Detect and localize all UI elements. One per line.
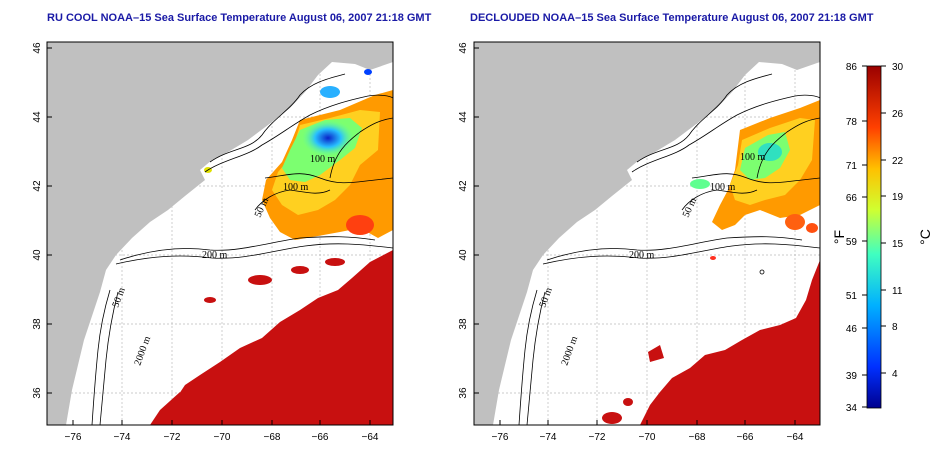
- left-contour-label-100m-south: 100 m: [283, 182, 309, 193]
- right-lon-tick-74: −74: [540, 432, 557, 443]
- right-lat-tick-44: 44: [458, 111, 469, 123]
- right-lon-tick-70: −70: [639, 432, 656, 443]
- left-map-frame: [46, 41, 394, 426]
- colorbar-unit-celsius: °C: [917, 229, 933, 245]
- right-sst-warm-patches: [602, 223, 820, 425]
- colorbar-c-8: 8: [892, 322, 898, 333]
- left-lat-tick-40: 40: [32, 249, 43, 261]
- left-lat-tick-38: 38: [32, 318, 43, 330]
- right-lon-tick-64: −64: [787, 432, 804, 443]
- right-map-title: DECLOUDED NOAA–15 Sea Surface Temperatur…: [470, 12, 874, 24]
- colorbar-f-59: 59: [846, 237, 858, 248]
- colorbar-f-71: 71: [846, 161, 858, 172]
- right-lat-tick-42: 42: [458, 180, 469, 192]
- left-bathymetry-contours: [91, 73, 393, 425]
- colorbar-c-19: 19: [892, 192, 904, 203]
- left-lon-tick-66: −66: [312, 432, 329, 443]
- right-contour-label-100m-north: 100 m: [740, 152, 766, 163]
- colorbar-gradient: [866, 65, 882, 409]
- right-lat-tick-46: 46: [458, 42, 469, 54]
- colorbar-f-66: 66: [846, 193, 858, 204]
- right-contour-label-2000m: 2000 m: [559, 335, 580, 367]
- colorbar-f-39: 39: [846, 371, 858, 382]
- left-lon-tick-72: −72: [164, 432, 181, 443]
- left-lon-tick-74: −74: [114, 432, 131, 443]
- right-land-mass: [474, 42, 820, 425]
- left-contour-label-100m-north: 100 m: [310, 154, 336, 165]
- right-lat-tick-38: 38: [458, 318, 469, 330]
- right-map-panel: 100 m 100 m 50 m 200 m 50 m 2000 m 46 44…: [458, 41, 821, 443]
- left-sst-gulf-of-maine: [204, 69, 393, 240]
- left-lat-tick-44: 44: [32, 111, 43, 123]
- left-contour-label-50m-south: 50 m: [110, 286, 127, 309]
- colorbar-f-78: 78: [846, 117, 858, 128]
- colorbar-c-4: 4: [892, 369, 898, 380]
- right-lat-tick-40: 40: [458, 249, 469, 261]
- right-lon-tick-76: −76: [492, 432, 509, 443]
- left-contour-label-200m: 200 m: [202, 250, 228, 261]
- left-lat-tick-42: 42: [32, 180, 43, 192]
- right-sst-gulf-of-maine: [690, 100, 820, 260]
- colorbar-f-46: 46: [846, 324, 858, 335]
- colorbar-c-15: 15: [892, 239, 904, 250]
- left-lon-tick-76: −76: [65, 432, 82, 443]
- left-contour-label-2000m: 2000 m: [132, 335, 153, 367]
- left-lon-tick-64: −64: [362, 432, 379, 443]
- right-contour-label-200m: 200 m: [629, 250, 655, 261]
- colorbar-f-34: 34: [846, 403, 858, 414]
- temperature-colorbar: 86 78 71 66 59 51 46 39 34 30 26 22 19 1…: [831, 62, 933, 414]
- right-lon-tick-68: −68: [689, 432, 706, 443]
- right-lon-tick-72: −72: [589, 432, 606, 443]
- colorbar-f-86: 86: [846, 62, 858, 73]
- left-map-panel: 100 m 100 m 50 m 200 m 50 m 2000 m 46 44…: [32, 41, 394, 443]
- left-map-title: RU COOL NOAA–15 Sea Surface Temperature …: [47, 12, 432, 24]
- colorbar-f-51: 51: [846, 291, 858, 302]
- right-contour-label-50m-south: 50 m: [537, 286, 554, 309]
- left-lon-tick-70: −70: [214, 432, 231, 443]
- colorbar-c-26: 26: [892, 109, 904, 120]
- colorbar-c-11: 11: [892, 286, 903, 297]
- right-contour-label-100m-south: 100 m: [710, 182, 736, 193]
- colorbar-c-22: 22: [892, 156, 904, 167]
- right-lat-tick-36: 36: [458, 387, 469, 399]
- right-bathymetry-contours: [518, 73, 820, 425]
- colorbar-unit-fahrenheit: °F: [831, 230, 847, 244]
- left-lat-tick-46: 46: [32, 42, 43, 54]
- left-lon-tick-68: −68: [264, 432, 281, 443]
- left-sst-warm-patches: [150, 250, 393, 425]
- right-lon-tick-66: −66: [737, 432, 754, 443]
- left-land-mass: [47, 42, 393, 425]
- right-contour-label-50m-north: 50 m: [681, 196, 700, 219]
- left-lat-tick-36: 36: [32, 387, 43, 399]
- colorbar-c-30: 30: [892, 62, 904, 73]
